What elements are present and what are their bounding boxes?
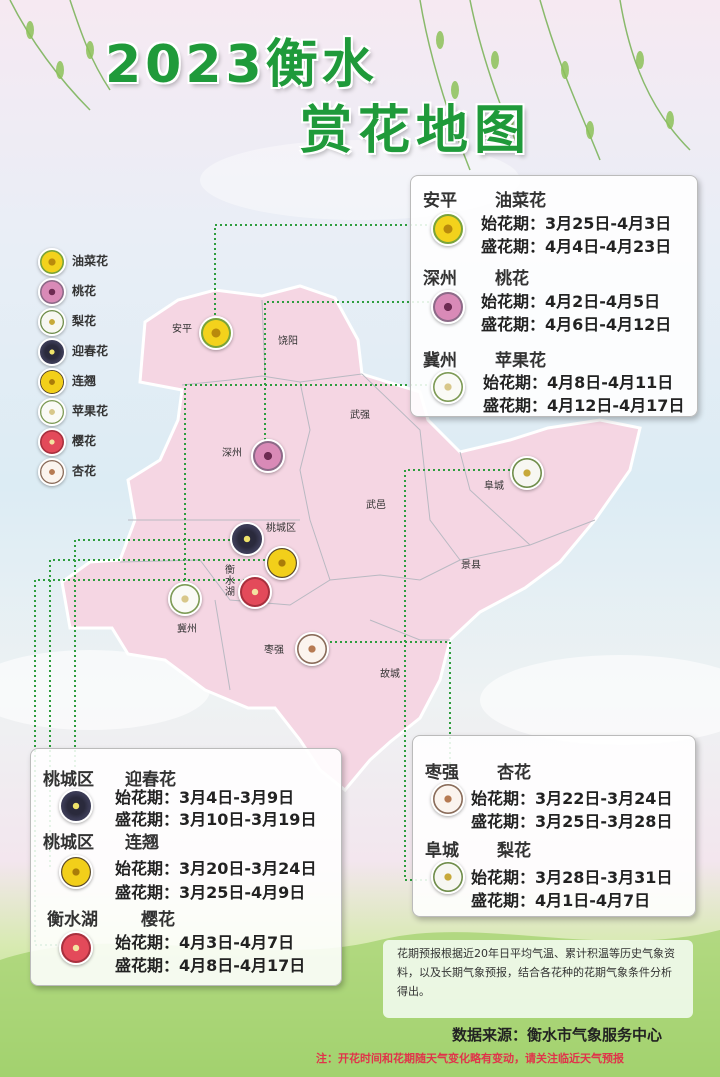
box-peak-date: 盛花期：4月12日-4月17日 [483,396,685,415]
legend-label: 杏花 [72,464,97,478]
winter-jasmine-icon [230,522,264,556]
cherry-blossom-icon [38,428,66,456]
box-flower: 迎春花 [125,770,176,790]
pear-flower-icon [510,456,544,490]
legend-label: 油菜花 [72,254,109,268]
peach-flower-icon [431,290,465,324]
box-peak-date: 盛花期：4月6日-4月12日 [481,315,672,334]
box-flower: 油菜花 [495,191,546,211]
apple-flower-icon [431,370,465,404]
box-peak-date: 盛花期：3月25日-4月9日 [115,883,306,902]
winter-jasmine-icon [38,338,66,366]
county-label: 枣强 [264,645,284,656]
forsythia-icon [59,855,93,889]
pear-flower-icon [431,860,465,894]
box-flower: 杏花 [497,763,531,783]
county-label: 景县 [461,560,481,571]
data-source: 数据来源：衡水市气象服务中心 [452,1026,663,1044]
box-flower: 樱花 [141,910,175,930]
rapeseed-flower-icon [38,248,66,276]
apricot-flower-icon [295,632,329,666]
box-start-date: 始花期：3月20日-3月24日 [115,859,317,878]
legend-label: 迎春花 [72,344,109,358]
county-label: 安平 [172,324,192,335]
box-place: 安平 [423,191,457,211]
apricot-flower-icon [38,458,66,486]
box-place: 阜城 [425,841,459,861]
box-start-date: 始花期：4月3日-4月7日 [115,933,295,952]
box-peak-date: 盛花期：4月1日-4月7日 [471,891,651,910]
rapeseed-flower-icon [431,212,465,246]
box-place: 冀州 [423,351,457,371]
county-label: 故城 [380,669,400,680]
box-place: 桃城区 [43,833,94,853]
county-label: 阜城 [484,481,504,492]
box-start-date: 始花期：4月2日-4月5日 [481,292,661,311]
legend-label: 连翘 [72,374,97,388]
box-peak-date: 盛花期：3月25日-3月28日 [471,812,673,831]
box-start-date: 始花期：4月8日-4月11日 [483,373,674,392]
title-line-1: 2023衡水 [105,35,378,95]
box-peak-date: 盛花期：3月10日-3月19日 [115,810,317,829]
box-start-date: 始花期：3月25日-4月3日 [481,214,672,233]
box-flower: 桃花 [495,269,529,289]
county-label: 衡水湖 [225,565,235,598]
box-peak-date: 盛花期：4月8日-4月17日 [115,956,306,975]
info-box-left: 桃城区 迎春花 始花期：3月4日-3月9日 盛花期：3月10日-3月19日 桃城… [30,748,342,986]
cherry-blossom-icon [238,575,272,609]
peach-flower-icon [38,278,66,306]
legend-label: 桃花 [72,284,97,298]
box-peak-date: 盛花期：4月4日-4月23日 [481,237,672,256]
willow-branches-icon [9,0,691,171]
forecast-note: 花期预报根据近20年日平均气温、累计积温等历史气象资料，以及长期气象预报，结合各… [383,940,693,1018]
box-start-date: 始花期：3月28日-3月31日 [471,868,673,887]
box-place: 衡水湖 [47,910,98,930]
forsythia-icon [265,546,299,580]
box-flower: 连翘 [125,833,159,853]
county-label: 饶阳 [278,336,298,347]
box-flower: 梨花 [497,841,531,861]
county-label: 冀州 [177,624,197,635]
apple-flower-icon [168,582,202,616]
box-start-date: 始花期：3月22日-3月24日 [471,789,673,808]
county-label: 武邑 [366,500,386,511]
peach-flower-icon [251,439,285,473]
cherry-blossom-icon [59,931,93,965]
box-place: 枣强 [425,763,459,783]
box-start-date: 始花期：3月4日-3月9日 [115,788,295,807]
rapeseed-flower-icon [199,316,233,350]
box-place: 桃城区 [43,770,94,790]
box-flower: 苹果花 [495,351,546,371]
title-line-2: 赏花地图 [300,101,533,161]
box-place: 深州 [423,269,457,289]
info-box-top: 安平 油菜花 始花期：3月25日-4月3日 盛花期：4月4日-4月23日 深州 … [410,175,698,417]
county-label: 深州 [222,448,242,459]
county-label: 桃城区 [266,523,296,534]
forsythia-icon [38,368,66,396]
winter-jasmine-icon [59,789,93,823]
county-label: 武强 [350,410,370,421]
legend-label: 樱花 [72,434,97,448]
legend-label: 苹果花 [72,404,109,418]
warning-note: 注：开花时间和花期随天气变化略有变动，请关注临近天气预报 [316,1052,624,1065]
apple-flower-icon [38,398,66,426]
pear-flower-icon [38,308,66,336]
legend-label: 梨花 [72,314,97,328]
info-box-right: 枣强 杏花 始花期：3月22日-3月24日 盛花期：3月25日-3月28日 阜城… [412,735,696,917]
apricot-flower-icon [431,782,465,816]
